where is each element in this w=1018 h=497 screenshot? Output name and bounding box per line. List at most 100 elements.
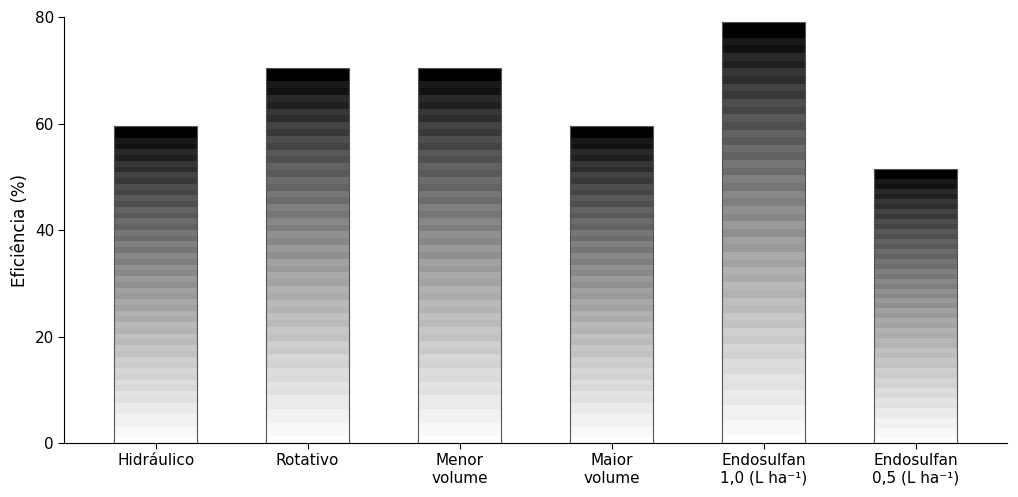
Bar (873, 378, 958, 383)
Bar (570, 264, 654, 270)
Bar (722, 290, 805, 298)
Bar (722, 214, 805, 221)
Bar (417, 82, 502, 88)
Bar (873, 294, 958, 299)
Bar (417, 422, 502, 429)
Bar (114, 357, 197, 362)
Bar (873, 263, 958, 268)
Bar (570, 253, 654, 259)
Bar (570, 317, 654, 322)
Bar (722, 183, 805, 191)
Bar (417, 211, 502, 218)
Bar (114, 166, 197, 172)
Bar (722, 321, 805, 329)
Bar (266, 239, 349, 245)
Bar (570, 178, 654, 184)
Bar (266, 279, 349, 286)
Bar (266, 272, 349, 279)
Bar (570, 282, 654, 288)
Bar (722, 45, 805, 53)
Bar (722, 382, 805, 390)
Bar (417, 436, 502, 443)
Bar (873, 214, 958, 219)
Bar (873, 273, 958, 278)
Bar (570, 380, 654, 386)
Bar (570, 305, 654, 311)
Bar (722, 343, 805, 351)
Bar (570, 195, 654, 201)
Bar (417, 239, 502, 245)
Bar (722, 390, 805, 397)
Bar (722, 114, 805, 122)
Bar (873, 289, 958, 294)
Bar (417, 300, 502, 307)
Bar (873, 423, 958, 428)
Bar (873, 353, 958, 358)
Bar (114, 293, 197, 299)
Bar (417, 157, 502, 163)
Bar (266, 88, 349, 95)
Bar (722, 397, 805, 405)
Bar (570, 144, 654, 149)
Bar (417, 368, 502, 375)
Bar (873, 278, 958, 283)
Bar (873, 239, 958, 244)
Bar (114, 259, 197, 264)
Bar (417, 115, 502, 122)
Bar (570, 357, 654, 362)
Bar (266, 293, 349, 300)
Bar (417, 341, 502, 347)
Bar (873, 253, 958, 258)
Bar (114, 218, 197, 224)
Bar (114, 184, 197, 190)
Bar (114, 172, 197, 178)
Bar (114, 144, 197, 149)
Bar (873, 209, 958, 214)
Bar (417, 279, 502, 286)
Bar (266, 429, 349, 436)
Bar (873, 314, 958, 319)
Bar (722, 267, 805, 275)
Bar (266, 354, 349, 361)
Bar (570, 138, 654, 144)
Bar (570, 161, 654, 166)
Bar (722, 306, 805, 313)
Bar (873, 229, 958, 234)
Bar (873, 433, 958, 438)
Bar (570, 403, 654, 409)
Bar (722, 428, 805, 435)
Bar (873, 428, 958, 433)
Bar (114, 282, 197, 288)
Bar (570, 420, 654, 426)
Bar (722, 153, 805, 160)
Bar (873, 299, 958, 304)
Bar (114, 288, 197, 293)
Bar (114, 253, 197, 259)
Bar (873, 194, 958, 199)
Bar (873, 383, 958, 388)
Bar (266, 245, 349, 252)
Bar (417, 190, 502, 197)
Bar (722, 237, 805, 244)
Bar (417, 177, 502, 184)
Bar (266, 402, 349, 409)
Bar (417, 68, 502, 443)
Bar (570, 247, 654, 253)
Bar (722, 282, 805, 290)
Bar (570, 409, 654, 414)
Bar (266, 259, 349, 265)
Bar (114, 207, 197, 213)
Bar (873, 184, 958, 189)
Bar (722, 298, 805, 306)
Bar (873, 204, 958, 209)
Bar (266, 314, 349, 320)
Bar (873, 199, 958, 204)
Bar (114, 409, 197, 414)
Bar (570, 132, 654, 138)
Bar (417, 382, 502, 389)
Bar (722, 22, 805, 30)
Bar (266, 334, 349, 341)
Bar (266, 286, 349, 293)
Bar (722, 168, 805, 175)
Bar (873, 388, 958, 393)
